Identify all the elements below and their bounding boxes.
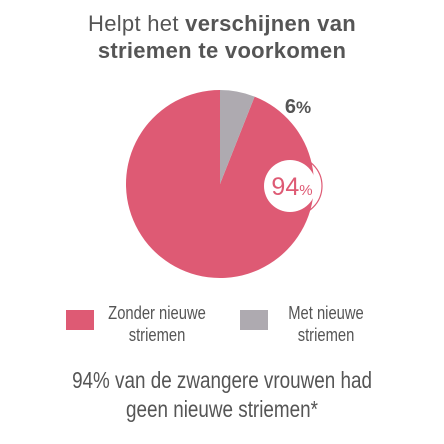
title-line-1-normal: Helpt het [88,11,186,36]
data-label-zonder: 94% [271,173,312,201]
legend-label-met-line1: Met nieuwe [288,303,364,323]
chart-title: Helpt het verschijnen van striemen te vo… [0,10,444,64]
data-label-met: 6% [285,96,311,118]
legend-label-zonder-line2: striemen [128,325,186,345]
pie-slice-met [220,90,255,184]
footnote-line-1: 94% van de zwangere vrouwen had [72,367,372,393]
legend-swatch-met [240,310,268,330]
legend-label-met: Met nieuwe striemen [269,302,384,346]
callout-bubble-zonder [264,160,316,212]
title-line-2-bold: striemen te voorkomen [97,38,347,63]
title-line-1: Helpt het verschijnen van [0,10,444,37]
pie-slices [125,90,314,278]
legend: Zonder nieuwe striemen Met nieuwe striem… [0,300,444,360]
footnote: 94% van de zwangere vrouwen had geen nie… [40,366,404,424]
pie-labels: 94% 6% [264,96,323,217]
callout-outline-zonder [291,155,323,217]
title-line-2: striemen te voorkomen [0,37,444,64]
legend-swatch-zonder [66,310,94,330]
title-line-1-bold: verschijnen van [185,11,356,36]
footnote-line-2: geen nieuwe striemen* [126,396,318,422]
legend-label-zonder: Zonder nieuwe striemen [96,302,219,346]
legend-label-met-line2: striemen [297,325,355,345]
legend-label-zonder-line1: Zonder nieuwe [108,303,206,323]
